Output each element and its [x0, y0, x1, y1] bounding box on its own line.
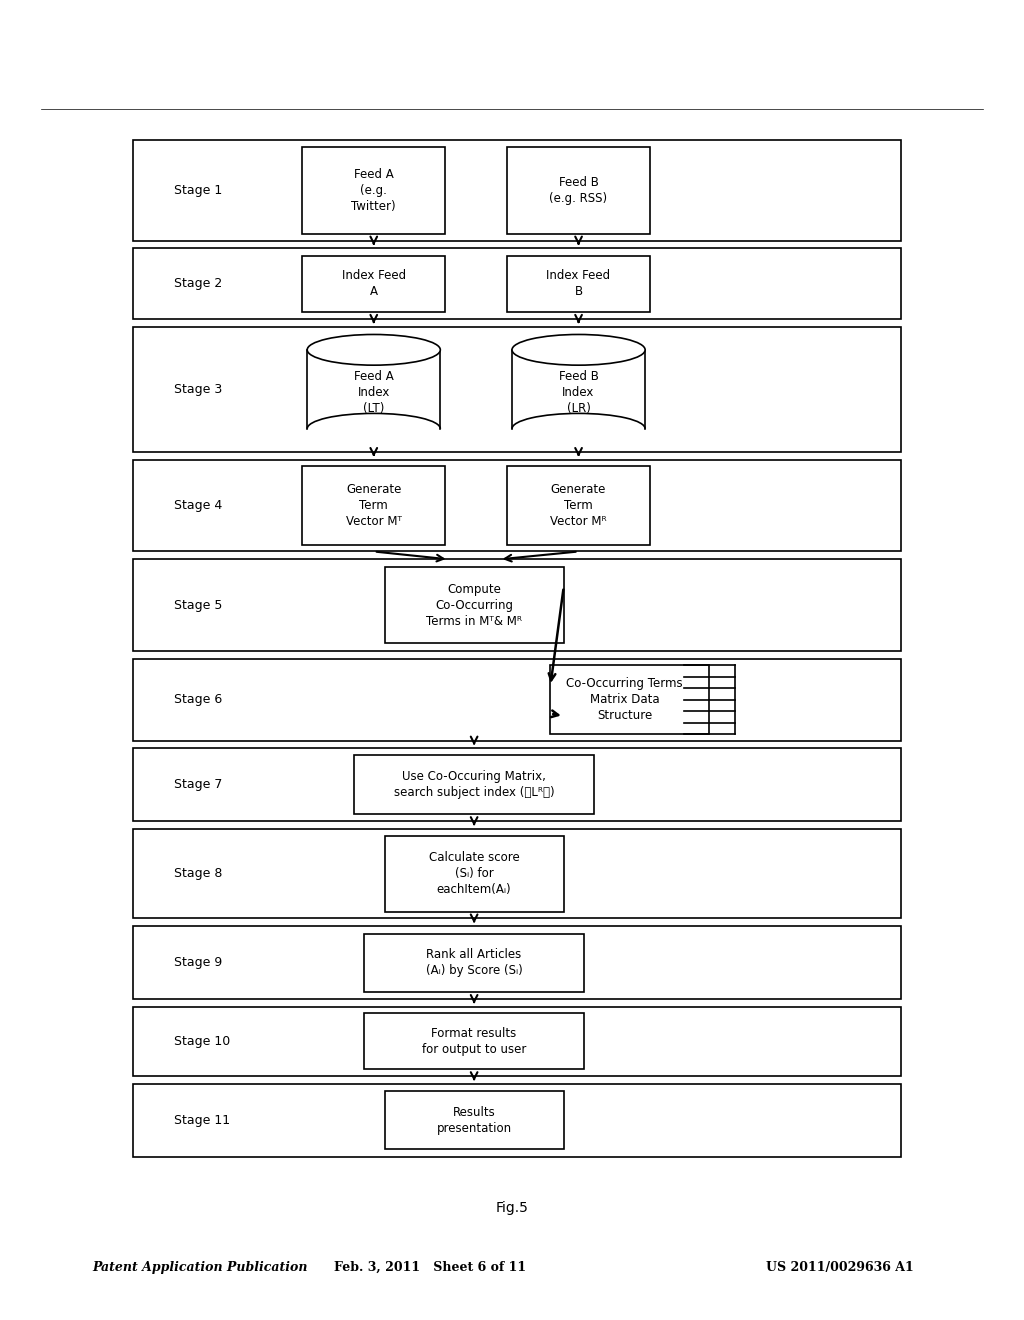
Text: Index Feed
A: Index Feed A	[342, 269, 406, 298]
Bar	[385, 836, 563, 912]
Bar	[133, 326, 901, 451]
Text: Results
presentation: Results presentation	[436, 1106, 512, 1135]
Text: Calculate score
(Sᵢ) for
eachItem(Aᵢ): Calculate score (Sᵢ) for eachItem(Aᵢ)	[429, 851, 519, 896]
Bar	[133, 748, 901, 821]
Text: Generate
Term
Vector Mᴿ: Generate Term Vector Mᴿ	[550, 483, 607, 528]
Text: Fig.5: Fig.5	[496, 1201, 528, 1216]
Bar	[302, 256, 445, 312]
Bar	[365, 1014, 584, 1069]
Text: Rank all Articles
(Aᵢ) by Score (Sᵢ): Rank all Articles (Aᵢ) by Score (Sᵢ)	[426, 948, 522, 977]
Text: Patent Application Publication: Patent Application Publication	[92, 1261, 307, 1274]
Bar	[507, 466, 650, 545]
Text: Stage 3: Stage 3	[174, 383, 222, 396]
Bar	[133, 659, 901, 741]
Text: Co-Occurring Terms
Matrix Data
Structure: Co-Occurring Terms Matrix Data Structure	[566, 677, 683, 722]
Bar	[133, 1084, 901, 1156]
Text: US 2011/0029636 A1: US 2011/0029636 A1	[766, 1261, 913, 1274]
Bar	[385, 1092, 563, 1150]
Text: Use Co-Occuring Matrix,
search subject index (ⲟLᴿⲟ): Use Co-Occuring Matrix, search subject i…	[394, 771, 554, 799]
Bar	[307, 350, 440, 429]
Text: Stage 2: Stage 2	[174, 277, 222, 290]
Text: Stage 1: Stage 1	[174, 183, 222, 197]
Text: Index Feed
B: Index Feed B	[547, 269, 610, 298]
Bar	[354, 755, 594, 814]
Bar	[133, 459, 901, 552]
Text: Feed A
Index
(LT): Feed A Index (LT)	[354, 370, 393, 414]
Bar	[133, 560, 901, 651]
Text: Stage 8: Stage 8	[174, 867, 222, 880]
Text: Compute
Co-Occurring
Terms in Mᵀ& Mᴿ: Compute Co-Occurring Terms in Mᵀ& Mᴿ	[426, 582, 522, 628]
Text: Stage 9: Stage 9	[174, 956, 222, 969]
Text: Stage 5: Stage 5	[174, 599, 222, 611]
Ellipse shape	[307, 334, 440, 366]
Text: Feed B
Index
(LR): Feed B Index (LR)	[559, 370, 598, 414]
Text: Feb. 3, 2011   Sheet 6 of 11: Feb. 3, 2011 Sheet 6 of 11	[334, 1261, 526, 1274]
Bar	[133, 140, 901, 240]
Bar	[512, 350, 645, 429]
Text: Stage 6: Stage 6	[174, 693, 222, 706]
Bar	[133, 248, 901, 319]
Text: Format results
for output to user: Format results for output to user	[422, 1027, 526, 1056]
Text: Stage 11: Stage 11	[174, 1114, 230, 1127]
Bar	[302, 147, 445, 234]
Bar	[365, 933, 584, 991]
Bar	[507, 256, 650, 312]
Bar	[133, 1007, 901, 1076]
Bar	[302, 466, 445, 545]
Text: Stage 4: Stage 4	[174, 499, 222, 512]
Bar	[133, 927, 901, 999]
Text: Feed A
(e.g.
Twitter): Feed A (e.g. Twitter)	[351, 168, 396, 213]
Ellipse shape	[512, 334, 645, 366]
Bar	[507, 147, 650, 234]
Text: Stage 10: Stage 10	[174, 1035, 230, 1048]
Text: Feed B
(e.g. RSS): Feed B (e.g. RSS)	[550, 176, 607, 205]
Text: Generate
Term
Vector Mᵀ: Generate Term Vector Mᵀ	[346, 483, 401, 528]
Bar	[551, 665, 709, 734]
Bar	[133, 829, 901, 919]
Text: Stage 7: Stage 7	[174, 779, 222, 791]
Bar	[385, 568, 563, 643]
